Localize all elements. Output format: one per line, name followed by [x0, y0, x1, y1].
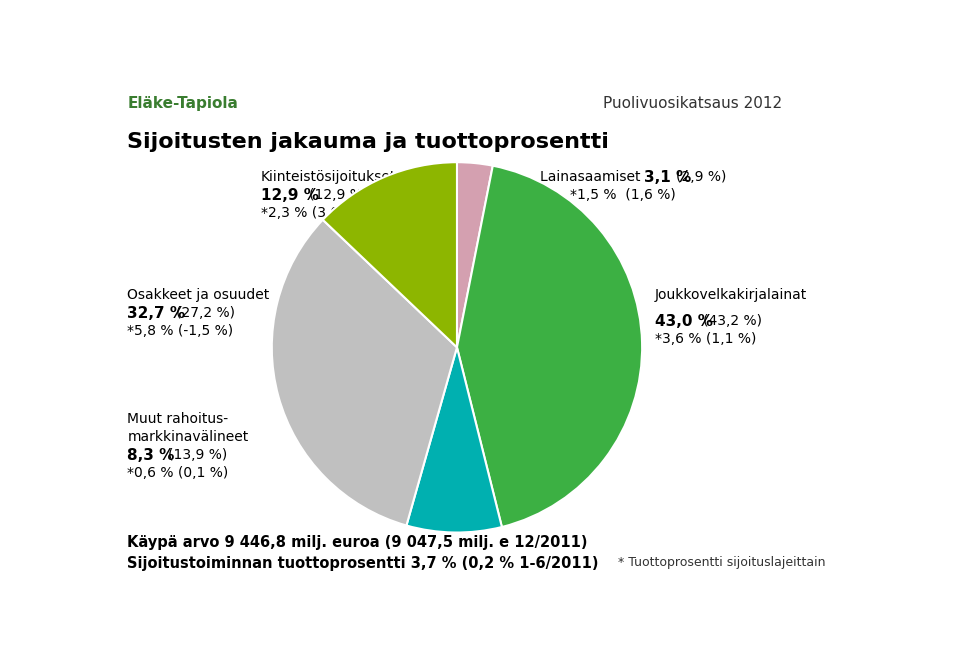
Text: 12,9 %: 12,9 %: [261, 188, 319, 203]
Text: 3,1 %: 3,1 %: [643, 170, 691, 185]
Text: *0,6 % (0,1 %): *0,6 % (0,1 %): [128, 466, 228, 480]
Wedge shape: [323, 162, 457, 347]
Text: (13,9 %): (13,9 %): [168, 448, 227, 462]
Text: *1,5 %  (1,6 %): *1,5 % (1,6 %): [570, 188, 675, 202]
Text: Käypä arvo 9 446,8 milj. euroa (9 047,5 milj. e 12/2011): Käypä arvo 9 446,8 milj. euroa (9 047,5 …: [128, 535, 588, 550]
Text: (12,9 %): (12,9 %): [310, 188, 368, 202]
Wedge shape: [407, 347, 502, 532]
Text: TAPïOLA: TAPïOLA: [752, 61, 869, 86]
Text: * Tuottoprosentti sijoituslajeittain: * Tuottoprosentti sijoituslajeittain: [618, 556, 826, 569]
Text: 32,7 %: 32,7 %: [128, 307, 185, 321]
Text: *5,8 % (-1,5 %): *5,8 % (-1,5 %): [128, 325, 233, 339]
Text: 8,3 %: 8,3 %: [128, 448, 175, 463]
Text: 43,0 %: 43,0 %: [655, 314, 713, 329]
Text: *2,3 % (3,0 %): *2,3 % (3,0 %): [261, 206, 363, 220]
Text: (2,9 %): (2,9 %): [676, 170, 726, 184]
Text: Lainasaamiset: Lainasaamiset: [540, 170, 653, 184]
Text: (43,2 %): (43,2 %): [703, 314, 762, 328]
Text: Sijoitusten jakauma ja tuottoprosentti: Sijoitusten jakauma ja tuottoprosentti: [128, 132, 609, 152]
Text: Joukkovelkakirjalainat: Joukkovelkakirjalainat: [655, 289, 807, 303]
Wedge shape: [271, 220, 457, 526]
Text: Eläke-Tapiola: Eläke-Tapiola: [128, 96, 238, 111]
Text: Sijoitustoiminnan tuottoprosentti 3,7 % (0,2 % 1-6/2011): Sijoitustoiminnan tuottoprosentti 3,7 % …: [128, 556, 598, 571]
Text: Kiinteistösijoitukset: Kiinteistösijoitukset: [261, 170, 396, 184]
Text: Osakkeet ja osuudet: Osakkeet ja osuudet: [128, 289, 269, 303]
Text: Muut rahoitus-: Muut rahoitus-: [128, 412, 228, 426]
Wedge shape: [457, 166, 643, 527]
Text: *3,6 % (1,1 %): *3,6 % (1,1 %): [655, 332, 757, 346]
Text: Puolivuosikatsaus 2012: Puolivuosikatsaus 2012: [603, 96, 783, 111]
Text: markkinavälineet: markkinavälineet: [128, 430, 248, 444]
Text: (27,2 %): (27,2 %): [175, 307, 235, 321]
Wedge shape: [456, 162, 493, 347]
